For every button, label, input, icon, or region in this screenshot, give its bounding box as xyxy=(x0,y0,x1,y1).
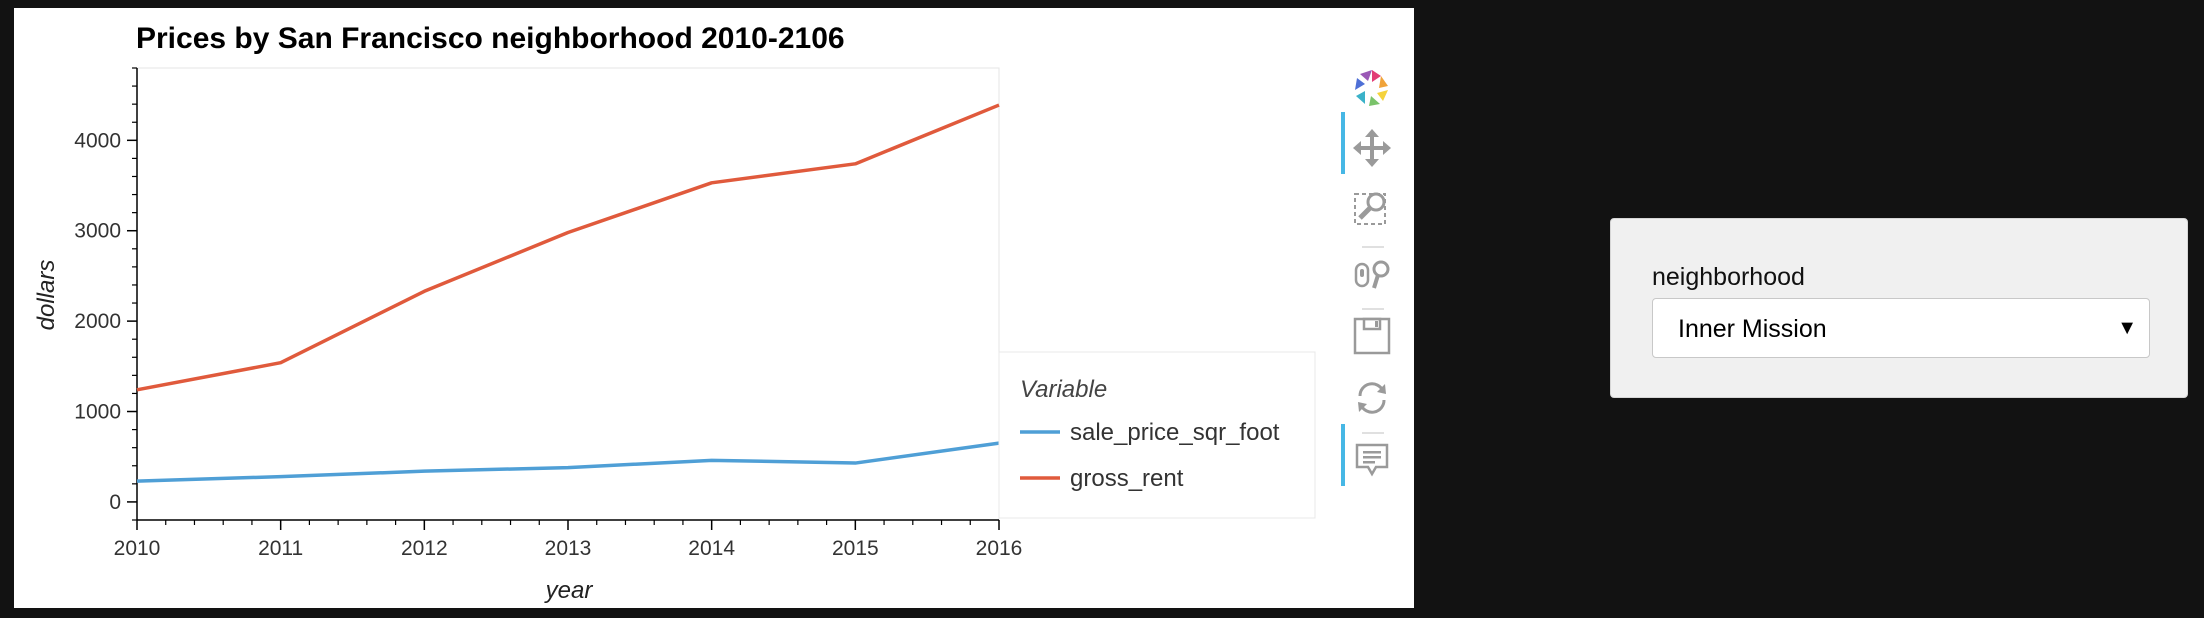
toolbar-divider xyxy=(1362,308,1384,310)
y-tick-label: 3000 xyxy=(74,220,121,243)
x-tick-label: 2016 xyxy=(976,537,1023,560)
hover-icon[interactable] xyxy=(1341,424,1394,486)
y-axis-label: dollars xyxy=(33,260,60,331)
reset-icon[interactable] xyxy=(1350,376,1394,420)
toolbar-divider xyxy=(1362,246,1384,248)
line-chart[interactable]: 0 1000 2000 3000 4000 2010 2011 2012 2013 2014 20… xyxy=(14,8,1414,608)
box-zoom-icon[interactable] xyxy=(1350,186,1394,230)
y-tick-label: 4000 xyxy=(74,129,121,152)
x-tick-label: 2015 xyxy=(832,537,879,560)
x-tick-label: 2011 xyxy=(258,537,303,560)
neighborhood-selected-value: Inner Mission xyxy=(1678,315,1827,343)
wheel-zoom-icon[interactable] xyxy=(1350,252,1394,296)
save-icon[interactable] xyxy=(1350,314,1394,358)
x-tick-label: 2012 xyxy=(401,537,448,560)
y-tick-label: 0 xyxy=(109,491,121,514)
legend-entry-label: sale_price_sqr_foot xyxy=(1070,419,1280,446)
plot-frame xyxy=(136,67,1000,521)
legend-entry-label: gross_rent xyxy=(1070,465,1184,492)
legend-box xyxy=(998,351,1316,519)
series-line-sale-price-sqr-foot xyxy=(136,441,1000,483)
series-line-gross-rent xyxy=(136,103,1000,392)
x-tick-label: 2010 xyxy=(114,537,161,560)
neighborhood-widget: neighborhood Inner Mission ▼ xyxy=(1610,218,2188,398)
y-tick-label: 2000 xyxy=(74,310,121,333)
x-tick-label: 2014 xyxy=(688,537,735,560)
pan-icon[interactable] xyxy=(1341,112,1394,174)
y-tick-label: 1000 xyxy=(74,401,121,424)
neighborhood-select[interactable]: Inner Mission ▼ xyxy=(1652,298,2150,358)
neighborhood-label: neighborhood xyxy=(1652,263,1805,291)
bokeh-logo-icon[interactable] xyxy=(1350,66,1394,110)
x-tick-label: 2013 xyxy=(545,537,592,560)
chevron-down-icon: ▼ xyxy=(2117,317,2137,339)
toolbar-divider xyxy=(1362,432,1384,434)
x-axis-label: year xyxy=(544,577,594,604)
chart-title: Prices by San Francisco neighborhood 201… xyxy=(136,22,845,55)
plot-panel: Prices by San Francisco neighborhood 201… xyxy=(14,8,1414,608)
plot-toolbar xyxy=(1340,66,1400,506)
legend-title: Variable xyxy=(1020,376,1107,403)
